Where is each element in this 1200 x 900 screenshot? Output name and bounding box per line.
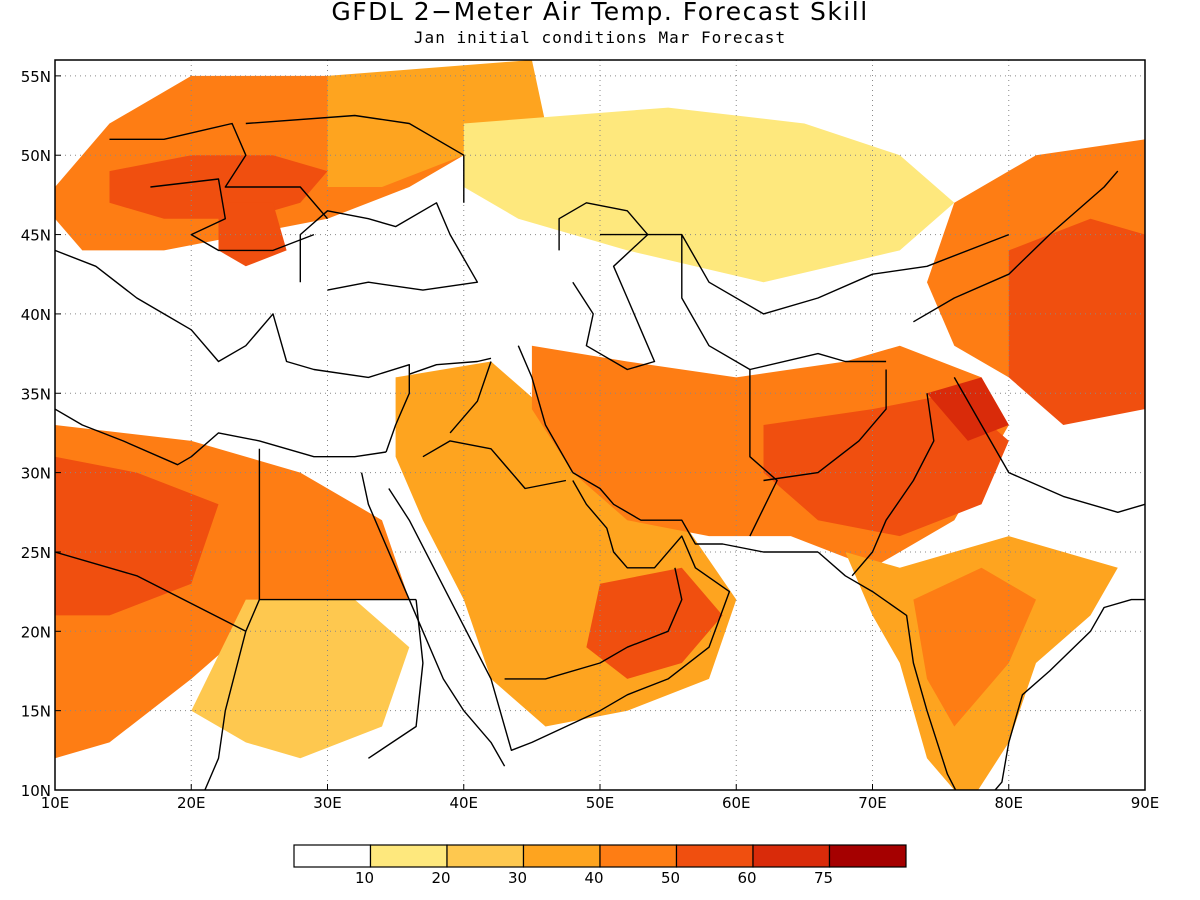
outline-border-syria-iraq — [449, 361, 492, 434]
colorbar-label: 40 — [584, 869, 603, 887]
outline-caspian-sea — [558, 202, 656, 371]
map-title: GFDL 2−Meter Air Temp. Forecast Skill — [331, 0, 869, 26]
colorbar-label: 60 — [737, 869, 756, 887]
outline-india-east-coast — [994, 598, 1145, 790]
colorbar-swatch — [599, 844, 678, 868]
colorbar-swatch — [522, 844, 601, 868]
colorbar-swatch — [446, 844, 525, 868]
skill-region-pakistan-core — [763, 393, 1009, 537]
colorbar-swatch — [293, 844, 372, 868]
lat-tick-label: 45N — [21, 227, 51, 245]
outline-border-iran-iraq — [517, 345, 574, 473]
outline-border-kazakh-south — [600, 233, 1010, 315]
lon-tick-label: 80E — [994, 794, 1023, 812]
outline-border-afghan-pakistan — [763, 369, 887, 482]
colorbar-swatch — [752, 844, 831, 868]
outline-mediterranean-north-coast — [55, 249, 410, 453]
outline-africa-med-coast — [55, 408, 387, 466]
lon-tick-label: 10E — [41, 794, 70, 812]
colorbar-label: 30 — [508, 869, 527, 887]
lon-tick-label: 60E — [722, 794, 751, 812]
outline-india-west-coast — [817, 551, 957, 790]
skill-region-sudan — [191, 599, 410, 759]
outline-border-iran-afghan — [749, 369, 778, 537]
colorbar-swatch — [675, 844, 754, 868]
axis-ticks: 10E 20E 30E 40E 50E 60E 70E 80E 90E 10N 15N 20N 25N 3… — [21, 68, 1160, 812]
lat-tick-label: 35N — [21, 385, 51, 403]
outline-border-east-africa — [368, 599, 424, 759]
lon-tick-label: 90E — [1131, 794, 1160, 812]
skill-shading — [55, 60, 1145, 790]
outline-border-uzbek — [681, 234, 887, 371]
lat-tick-label: 55N — [21, 68, 51, 86]
colorbar-label: 75 — [814, 869, 833, 887]
skill-region-libya-mid — [55, 456, 219, 616]
skill-region-kazakh-pale — [463, 107, 955, 283]
lon-tick-label: 50E — [586, 794, 615, 812]
skill-region-kashmir-core — [927, 377, 1009, 441]
outline-border-europe-b — [150, 178, 315, 252]
map-subtitle: Jan initial conditions Mar Forecast — [413, 28, 787, 47]
outline-arabian-peninsula-coast — [388, 480, 731, 751]
outline-border-europe-c — [245, 114, 465, 203]
colorbar-label: 20 — [431, 869, 450, 887]
country-borders — [55, 114, 1145, 790]
lon-tick-label: 70E — [858, 794, 887, 812]
outline-border-europe-a — [109, 122, 329, 220]
lat-tick-label: 10N — [21, 782, 51, 800]
skill-region-ukraine-belt — [327, 60, 546, 187]
colorbar: 10 20 30 40 50 60 75 — [293, 844, 907, 887]
outline-red-sea-african-coast — [360, 472, 506, 767]
colorbar-label: 50 — [661, 869, 680, 887]
outline-border-india-pakistan — [851, 393, 935, 577]
lat-tick-label: 25N — [21, 544, 51, 562]
lon-tick-label: 20E — [177, 794, 206, 812]
lat-tick-label: 20N — [21, 623, 51, 641]
outline-black-sea — [299, 202, 479, 291]
lon-tick-label: 40E — [449, 794, 478, 812]
lat-tick-label: 40N — [21, 306, 51, 324]
lat-tick-label: 15N — [21, 703, 51, 721]
outline-border-saudi-north — [422, 440, 567, 490]
outline-border-sudan-chad — [204, 631, 247, 790]
outline-persian-gulf-coast — [572, 471, 818, 553]
skill-region-china-core — [1008, 218, 1145, 425]
colorbar-swatch — [828, 844, 907, 868]
skill-region-india-core — [913, 567, 1036, 727]
outline-border-libya-chad — [55, 551, 247, 632]
outline-border-himalaya — [953, 377, 1145, 513]
colorbar-swatch — [369, 844, 448, 868]
lat-tick-label: 50N — [21, 147, 51, 165]
lat-tick-label: 30N — [21, 465, 51, 483]
outline-border-saudi-yemen — [504, 567, 683, 680]
lon-tick-label: 30E — [313, 794, 342, 812]
outline-border-turkey-syria — [409, 357, 492, 375]
colorbar-label: 10 — [355, 869, 374, 887]
outline-border-china-north — [913, 170, 1119, 323]
